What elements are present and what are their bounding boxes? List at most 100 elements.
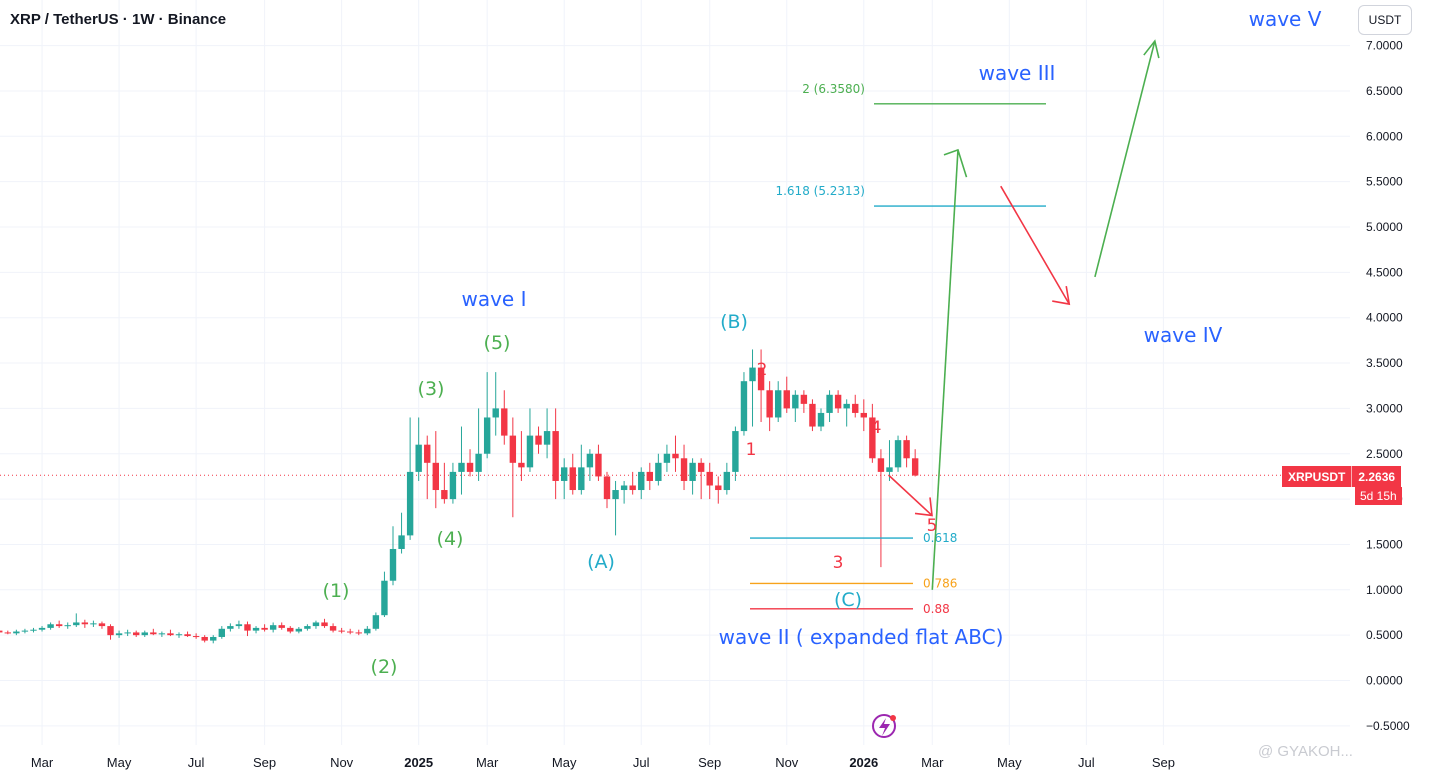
candle-body	[115, 633, 123, 636]
candle-body	[167, 633, 174, 636]
candle-body	[415, 444, 422, 472]
candle-body	[381, 580, 388, 616]
candle-body	[749, 367, 756, 382]
candle-body	[569, 467, 576, 491]
x-tick-label: Nov	[775, 755, 799, 770]
candle-body	[321, 622, 328, 627]
candle-body	[629, 485, 636, 491]
candle-body	[886, 467, 893, 472]
fib-level-label: 1.618 (5.2313)	[775, 184, 865, 198]
candle-body	[672, 453, 679, 459]
x-tick-label: Mar	[921, 755, 944, 770]
y-tick-label: 1.5000	[1366, 537, 1403, 551]
candle-body	[543, 431, 551, 445]
candle-body	[4, 632, 11, 634]
candle-body	[133, 632, 140, 636]
y-tick-label: 4.0000	[1366, 311, 1403, 325]
y-tick-label: 0.0000	[1366, 674, 1403, 688]
candle-body	[38, 627, 46, 630]
watermark: @ GYAKOH...	[1258, 743, 1353, 760]
candle-body	[287, 627, 294, 632]
candle-body	[244, 624, 251, 631]
arrowhead-icon	[1052, 285, 1071, 306]
candle-body	[329, 626, 337, 631]
candle-body	[612, 490, 619, 500]
candle-body	[509, 435, 517, 463]
x-tick-label: 2026	[849, 755, 878, 770]
fib-level-label: 2 (6.3580)	[802, 82, 865, 96]
arrowhead-icon	[943, 148, 968, 178]
wave-label: 5	[927, 516, 938, 536]
candle-body	[81, 622, 89, 625]
last-price-tag: XRPUSDT 2.2636	[1282, 466, 1402, 487]
lightning-bolt-icon	[879, 718, 890, 736]
wave-label: wave II ( expanded flat ABC)	[719, 625, 1004, 649]
fib-level-label: 0.88	[923, 602, 950, 616]
candle-body	[732, 431, 739, 472]
price-tag-value: 2.2636	[1358, 469, 1396, 484]
candle-body	[347, 631, 354, 633]
candle-body	[158, 633, 166, 635]
fib-level-label: 0.618	[923, 531, 957, 545]
y-tick-label: 7.0000	[1366, 39, 1403, 53]
candle-body	[227, 626, 234, 629]
candle-body	[372, 615, 380, 629]
x-tick-label: May	[552, 755, 577, 770]
y-tick-label: 6.5000	[1366, 84, 1403, 98]
wave-label: (1)	[323, 580, 350, 602]
x-tick-label: Jul	[633, 755, 650, 770]
wave-label: (2)	[371, 656, 398, 678]
y-tick-label: 2.5000	[1366, 447, 1403, 461]
candle-body	[860, 412, 867, 418]
candle-body	[432, 462, 439, 491]
candle-body	[364, 628, 371, 634]
candle-body	[235, 624, 243, 627]
candle-body	[492, 408, 499, 418]
candle-body	[757, 367, 765, 391]
candle-body	[278, 625, 285, 628]
y-tick-label: 4.5000	[1366, 265, 1403, 279]
x-tick-label: Mar	[476, 755, 499, 770]
candle-body	[406, 471, 414, 536]
wave-label: wave IV	[1144, 323, 1223, 347]
x-tick-label: Jul	[1078, 755, 1095, 770]
candle-body	[817, 412, 825, 427]
y-tick-label: −0.5000	[1366, 719, 1410, 733]
candle-body	[458, 462, 465, 472]
candle-body	[800, 394, 808, 404]
candle-body	[466, 462, 474, 472]
wave-label: wave V	[1249, 7, 1322, 31]
candle-body	[304, 626, 311, 629]
candle-body	[586, 453, 594, 468]
candle-body	[775, 390, 782, 418]
lightning-icon	[872, 714, 896, 738]
candle-body	[834, 394, 842, 409]
arrowhead-icon	[1143, 39, 1160, 59]
candle-body	[398, 535, 405, 549]
x-tick-label: 2025	[404, 755, 433, 770]
candle-body	[441, 490, 448, 500]
candle-body	[655, 462, 662, 481]
candle-body	[680, 458, 688, 481]
wave-label: 4	[871, 418, 882, 438]
candle-body	[578, 467, 585, 491]
wave-label: wave I	[461, 287, 526, 311]
y-tick-label: 0.5000	[1366, 628, 1403, 642]
wave-label: (5)	[484, 332, 511, 354]
candle-body	[13, 631, 20, 634]
x-tick-label: Nov	[330, 755, 354, 770]
candle-body	[706, 471, 713, 486]
currency-button[interactable]: USDT	[1358, 5, 1412, 35]
candle-body	[561, 467, 568, 481]
candle-body	[552, 431, 559, 481]
y-tick-label: 3.5000	[1366, 356, 1403, 370]
candle-body	[843, 403, 850, 409]
candle-body	[141, 632, 148, 636]
candle-body	[826, 394, 833, 413]
projection-sub-5	[888, 474, 933, 517]
fib-level-label: 0.786	[923, 576, 957, 590]
candle-body	[911, 458, 919, 476]
wave-label: 1	[746, 440, 757, 460]
candle-body	[150, 632, 157, 635]
